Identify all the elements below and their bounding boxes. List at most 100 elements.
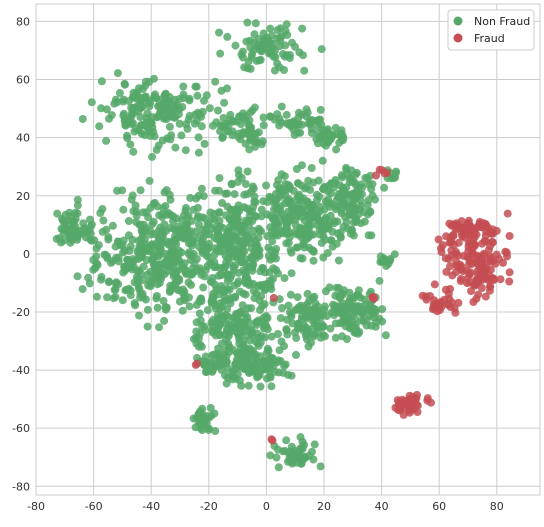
non-fraud-point xyxy=(245,216,254,225)
non-fraud-point xyxy=(169,217,177,226)
y-tick-label: -20 xyxy=(12,306,30,319)
non-fraud-point xyxy=(244,381,253,390)
non-fraud-point xyxy=(73,201,82,210)
non-fraud-point xyxy=(227,271,236,280)
fraud-point xyxy=(269,293,278,302)
non-fraud-point xyxy=(274,176,283,185)
non-fraud-point xyxy=(334,256,343,265)
non-fraud-point xyxy=(347,200,356,209)
non-fraud-point xyxy=(282,436,291,445)
non-fraud-point xyxy=(211,77,220,86)
non-fraud-point xyxy=(349,192,358,201)
fraud-point xyxy=(396,406,404,415)
non-fraud-point xyxy=(243,167,252,176)
non-fraud-point xyxy=(229,263,238,272)
non-fraud-point xyxy=(325,283,334,292)
non-fraud-point xyxy=(204,425,213,434)
non-fraud-point xyxy=(281,41,290,50)
fraud-point xyxy=(454,298,463,307)
non-fraud-point xyxy=(115,89,124,97)
non-fraud-point xyxy=(86,235,95,244)
non-fraud-point xyxy=(223,84,231,93)
non-fraud-point xyxy=(267,353,275,362)
y-tick-label: 40 xyxy=(16,132,30,145)
y-tick-label: 0 xyxy=(23,248,30,261)
non-fraud-point xyxy=(312,190,321,199)
non-fraud-point xyxy=(150,74,158,83)
non-fraud-point xyxy=(345,297,354,306)
fraud-point xyxy=(267,435,276,444)
non-fraud-point xyxy=(280,186,289,195)
non-fraud-point xyxy=(357,309,366,318)
non-fraud-point xyxy=(207,358,216,367)
non-fraud-point xyxy=(302,112,311,121)
non-fraud-point xyxy=(341,212,349,221)
non-fraud-point xyxy=(302,200,311,209)
non-fraud-point xyxy=(325,199,334,208)
fraud-point xyxy=(459,267,467,275)
non-fraud-point xyxy=(276,202,285,211)
fraud-point xyxy=(191,360,200,369)
non-fraud-point xyxy=(231,213,240,222)
non-fraud-point xyxy=(291,215,300,224)
non-fraud-point xyxy=(371,195,380,204)
fraud-point xyxy=(480,251,489,260)
non-fraud-point xyxy=(150,93,159,102)
non-fraud-point xyxy=(304,176,313,185)
non-fraud-point xyxy=(294,201,303,210)
non-fraud-point xyxy=(309,246,318,255)
legend-marker-non-fraud xyxy=(453,16,463,26)
non-fraud-point xyxy=(311,305,320,314)
non-fraud-point xyxy=(294,208,303,217)
non-fraud-point xyxy=(92,252,101,261)
series-fraud-points xyxy=(191,165,514,445)
non-fraud-point xyxy=(234,201,243,210)
non-fraud-point xyxy=(330,301,339,310)
non-fraud-point xyxy=(215,174,224,183)
non-fraud-point xyxy=(247,187,256,196)
non-fraud-point xyxy=(152,292,161,300)
non-fraud-point xyxy=(244,367,253,376)
non-fraud-point xyxy=(215,303,224,312)
non-fraud-point xyxy=(143,270,152,279)
non-fraud-point xyxy=(199,192,208,201)
non-fraud-point xyxy=(255,56,264,65)
non-fraud-point xyxy=(246,36,254,45)
non-fraud-point xyxy=(183,213,192,222)
non-fraud-point xyxy=(133,101,142,110)
non-fraud-point xyxy=(318,132,326,141)
non-fraud-point xyxy=(53,209,62,218)
non-fraud-point xyxy=(368,180,377,189)
non-fraud-point xyxy=(215,208,224,217)
non-fraud-point xyxy=(310,440,319,449)
non-fraud-point xyxy=(133,275,142,284)
y-tick-label: 80 xyxy=(16,15,30,28)
non-fraud-point xyxy=(247,325,256,334)
non-fraud-point xyxy=(254,334,263,342)
fraud-point xyxy=(369,294,378,303)
non-fraud-point xyxy=(294,319,302,328)
non-fraud-point xyxy=(148,152,157,161)
y-axis-ticks: -80 -60 -40 -20 0 20 40 60 80 xyxy=(12,15,30,493)
non-fraud-point xyxy=(205,104,214,113)
non-fraud-point xyxy=(327,236,336,245)
non-fraud-point xyxy=(266,451,275,460)
non-fraud-point xyxy=(293,293,302,302)
non-fraud-point xyxy=(300,66,309,75)
non-fraud-point xyxy=(275,63,284,72)
non-fraud-point xyxy=(154,141,163,150)
non-fraud-point xyxy=(97,272,106,281)
non-fraud-point xyxy=(277,118,286,127)
non-fraud-point xyxy=(324,125,332,134)
non-fraud-point xyxy=(139,228,148,237)
non-fraud-point xyxy=(97,77,106,86)
non-fraud-point xyxy=(352,215,361,224)
non-fraud-point xyxy=(256,382,265,391)
fraud-point xyxy=(482,227,490,236)
non-fraud-point xyxy=(327,189,336,198)
fraud-point xyxy=(486,282,494,291)
non-fraud-point xyxy=(189,205,198,214)
non-fraud-point xyxy=(200,139,209,148)
fraud-point xyxy=(472,294,481,303)
